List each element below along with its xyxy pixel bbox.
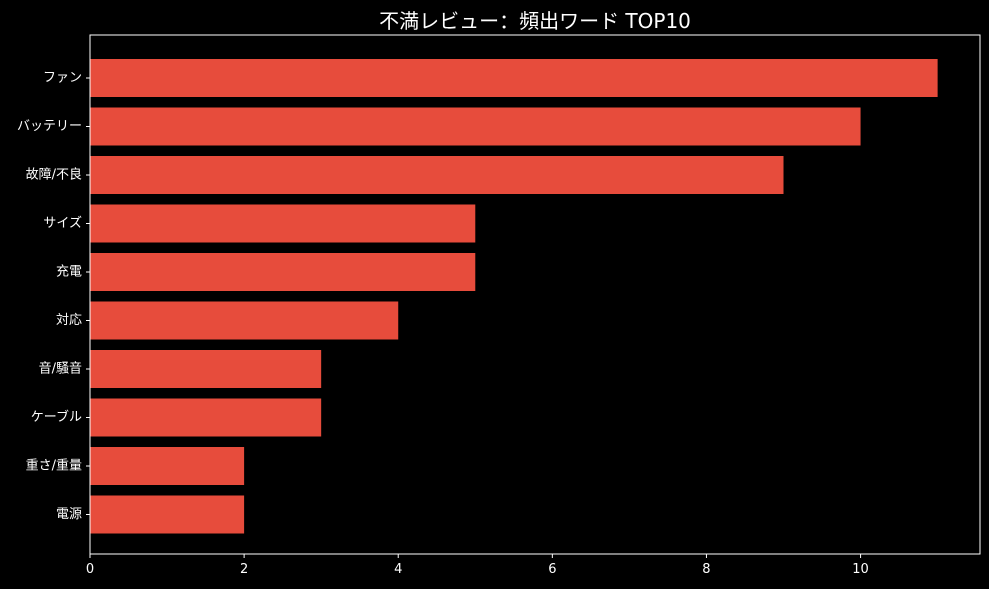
y-tick-label-2: 故障/不良 [26, 167, 82, 183]
bar-5 [90, 301, 399, 340]
y-tick-label-4: 充電 [56, 264, 82, 280]
chart-title: 不満レビュー：頻出ワード TOP10 [379, 9, 691, 33]
bar-0 [90, 59, 938, 97]
y-tick-label-8: 重さ/重量 [26, 458, 82, 474]
y-tick-label-7: ケーブル [31, 409, 82, 425]
bar-1 [90, 107, 861, 146]
x-tick-label-3: 6 [548, 562, 556, 577]
x-tick-label-0: 0 [86, 562, 94, 577]
plot-area-frame [89, 34, 981, 555]
y-tick-label-9: 電源 [56, 507, 82, 522]
x-tick-label-2: 4 [394, 562, 402, 577]
bars-group [90, 59, 938, 534]
x-tick-label-5: 10 [852, 562, 869, 577]
x-tick-label-4: 8 [702, 562, 710, 577]
bar-2 [90, 156, 784, 194]
bar-7 [90, 398, 322, 437]
x-tick-label-1: 2 [240, 562, 248, 577]
bar-4 [90, 253, 476, 291]
y-tick-label-6: 音/騒音 [39, 361, 82, 377]
bar-9 [90, 495, 245, 534]
y-tick-label-1: バッテリー [17, 119, 82, 134]
y-tick-label-5: 対応 [56, 313, 82, 328]
y-tick-label-3: サイズ [43, 215, 82, 231]
bar-8 [90, 447, 245, 485]
bar-6 [90, 350, 322, 388]
x-axis-ticks: 0 2 4 6 8 10 [86, 554, 869, 577]
y-tick-label-0: ファン [43, 71, 82, 86]
bar-3 [90, 204, 476, 243]
